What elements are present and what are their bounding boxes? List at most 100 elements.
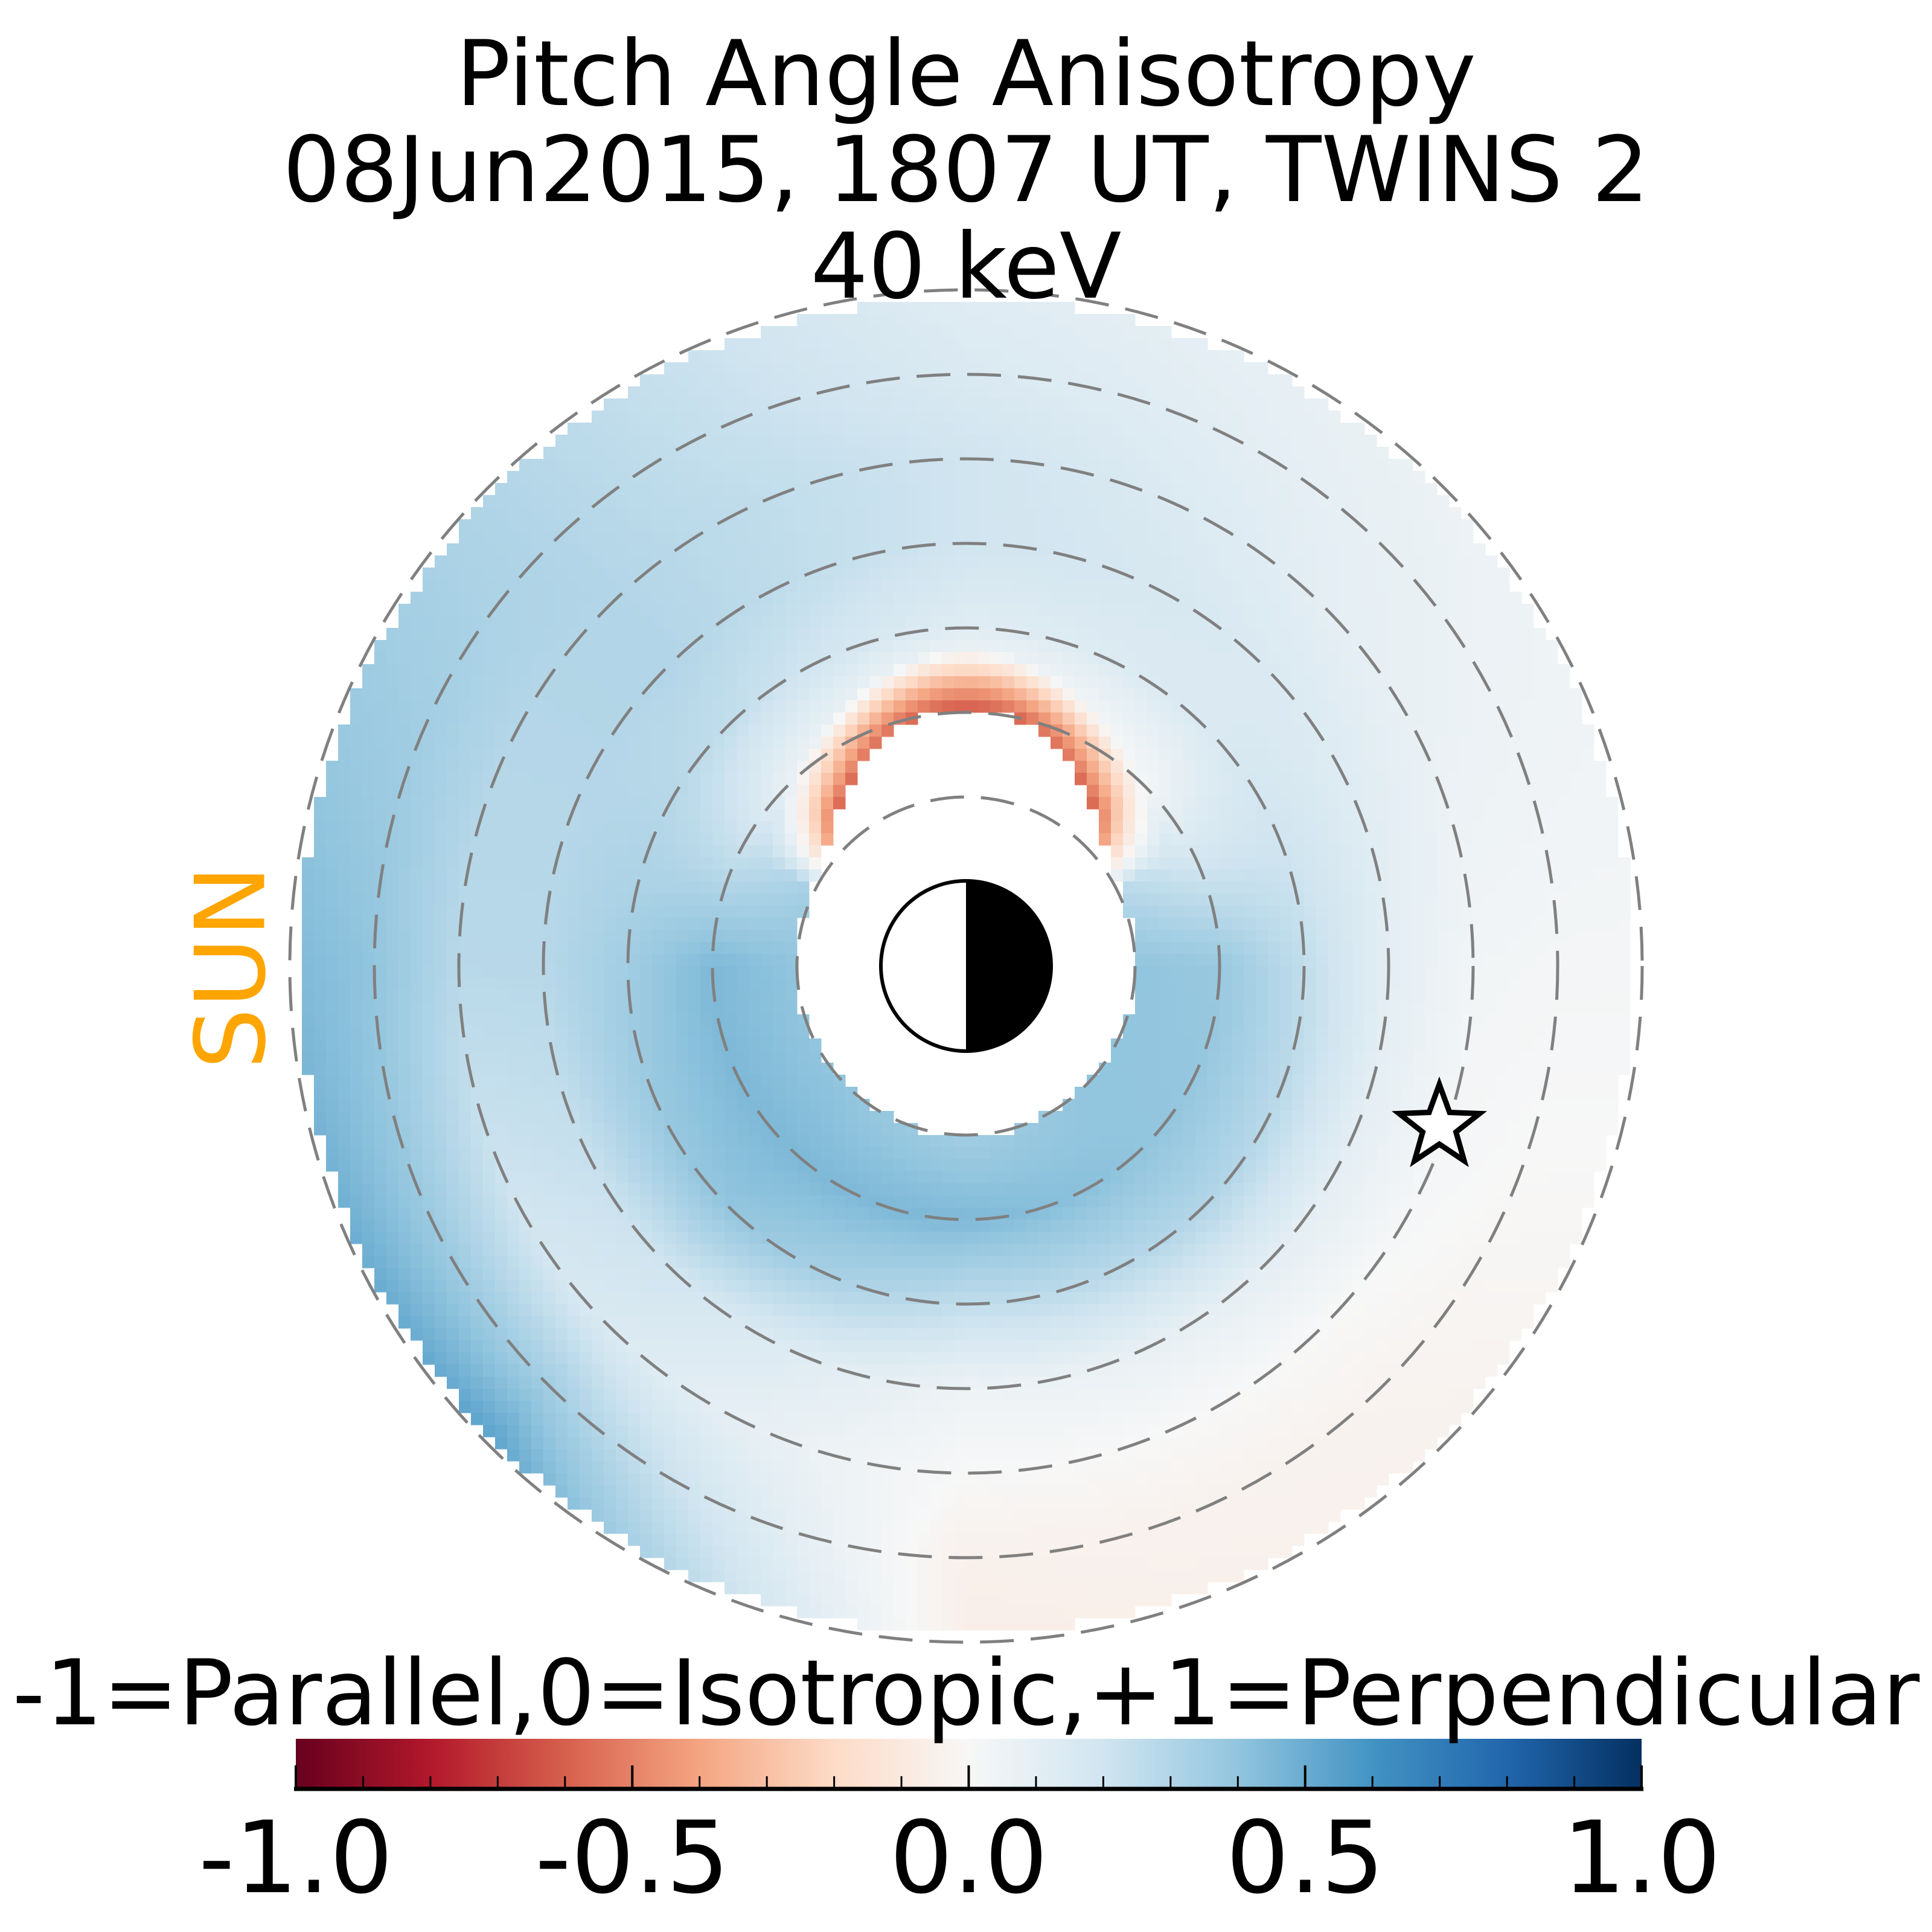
heatmap-cell (737, 398, 749, 411)
heatmap-cell (894, 302, 906, 315)
heatmap-cell (1389, 459, 1401, 472)
heatmap-cell (942, 314, 955, 327)
heatmap-cell (761, 362, 773, 375)
heatmap-cell (821, 507, 834, 520)
heatmap-cell (978, 459, 991, 472)
heatmap-cell (519, 483, 532, 496)
heatmap-cell (1449, 519, 1462, 532)
heatmap-cell (664, 483, 677, 496)
heatmap-cell (1244, 459, 1256, 472)
heatmap-cell (918, 338, 930, 351)
heatmap-cell (833, 374, 846, 387)
heatmap-cell (845, 519, 858, 532)
heatmap-cell (1038, 386, 1051, 399)
heatmap-cell (942, 483, 955, 496)
heatmap-cell (483, 519, 496, 532)
heatmap-cell (1026, 447, 1039, 459)
heatmap-cell (616, 495, 629, 508)
heatmap-cell (1280, 435, 1293, 447)
heatmap-cell (1002, 398, 1015, 411)
heatmap-cell (1461, 519, 1474, 532)
heatmap-cell (906, 374, 918, 387)
heatmap-cell (773, 459, 785, 472)
heatmap-cell (833, 338, 846, 351)
heatmap-cell (1256, 423, 1268, 435)
heatmap-cell (881, 495, 894, 508)
heatmap-cell (990, 302, 1003, 315)
heatmap-cell (845, 398, 858, 411)
heatmap-cell (1051, 447, 1063, 459)
heatmap-cell (978, 314, 991, 327)
heatmap-cell (845, 459, 858, 472)
heatmap-cell (1268, 386, 1281, 399)
heatmap-cell (652, 507, 665, 520)
heatmap-cell (930, 423, 942, 435)
heatmap-cell (1256, 471, 1268, 484)
heatmap-cell (1389, 483, 1401, 496)
heatmap-cell (1051, 338, 1063, 351)
heatmap-cell (628, 411, 641, 423)
heatmap-cell (1292, 386, 1305, 399)
heatmap-cell (1063, 314, 1075, 327)
heatmap-cell (809, 447, 822, 459)
heatmap-cell (966, 302, 979, 315)
heatmap-cell (954, 314, 967, 327)
heatmap-cell (930, 314, 942, 327)
heatmap-cell (1111, 411, 1124, 423)
heatmap-cell (1244, 471, 1256, 484)
heatmap-cell (737, 447, 749, 459)
heatmap-cell (1232, 386, 1244, 399)
heatmap-cell (749, 471, 761, 484)
heatmap-cell (978, 471, 991, 484)
heatmap-cell (700, 447, 713, 459)
heatmap-cell (906, 447, 918, 459)
heatmap-cell (954, 326, 967, 339)
heatmap-cell (954, 374, 967, 387)
heatmap-cell (869, 435, 882, 447)
heatmap-cell (1159, 519, 1172, 532)
heatmap-cell (809, 411, 822, 423)
heatmap-cell (785, 362, 798, 375)
heatmap-cell (1014, 519, 1027, 532)
heatmap-cell (857, 314, 870, 327)
heatmap-cell (881, 326, 894, 339)
heatmap-cell (1147, 362, 1160, 375)
heatmap-cell (1087, 435, 1099, 447)
heatmap-cell (954, 471, 967, 484)
heatmap-cell (724, 483, 737, 496)
heatmap-cell (737, 423, 749, 435)
heatmap-cell (1075, 519, 1087, 532)
heatmap-cell (942, 386, 955, 399)
heatmap-cell (1159, 423, 1172, 435)
heatmap-cell (1147, 507, 1160, 520)
title-line-1: Pitch Angle Anisotropy (456, 22, 1476, 127)
heatmap-cell (978, 386, 991, 399)
heatmap-cell (1316, 507, 1329, 520)
heatmap-cell (676, 374, 689, 387)
heatmap-cell (1135, 374, 1148, 387)
heatmap-cell (1292, 459, 1305, 472)
heatmap-cell (761, 374, 773, 387)
heatmap-cell (1123, 398, 1136, 411)
heatmap-cell (1183, 374, 1196, 387)
heatmap-cell (809, 507, 822, 520)
heatmap-cell (1099, 423, 1112, 435)
heatmap-cell (785, 435, 798, 447)
heatmap-cell (688, 350, 701, 363)
heatmap-cell (1268, 423, 1281, 435)
heatmap-cell (990, 495, 1003, 508)
heatmap-cell (664, 362, 677, 375)
heatmap-cell (1014, 495, 1027, 508)
heatmap-cell (1389, 495, 1401, 508)
heatmap-cell (1340, 447, 1353, 459)
heatmap-cell (906, 411, 918, 423)
heatmap-cell (1002, 471, 1015, 484)
heatmap-cell (1304, 423, 1317, 435)
heatmap-cell (483, 507, 496, 520)
heatmap-cell (640, 471, 653, 484)
heatmap-cell (1063, 411, 1075, 423)
heatmap-cell (1063, 447, 1075, 459)
heatmap-cell (869, 423, 882, 435)
heatmap-cell (628, 459, 641, 472)
heatmap-cell (1147, 411, 1160, 423)
